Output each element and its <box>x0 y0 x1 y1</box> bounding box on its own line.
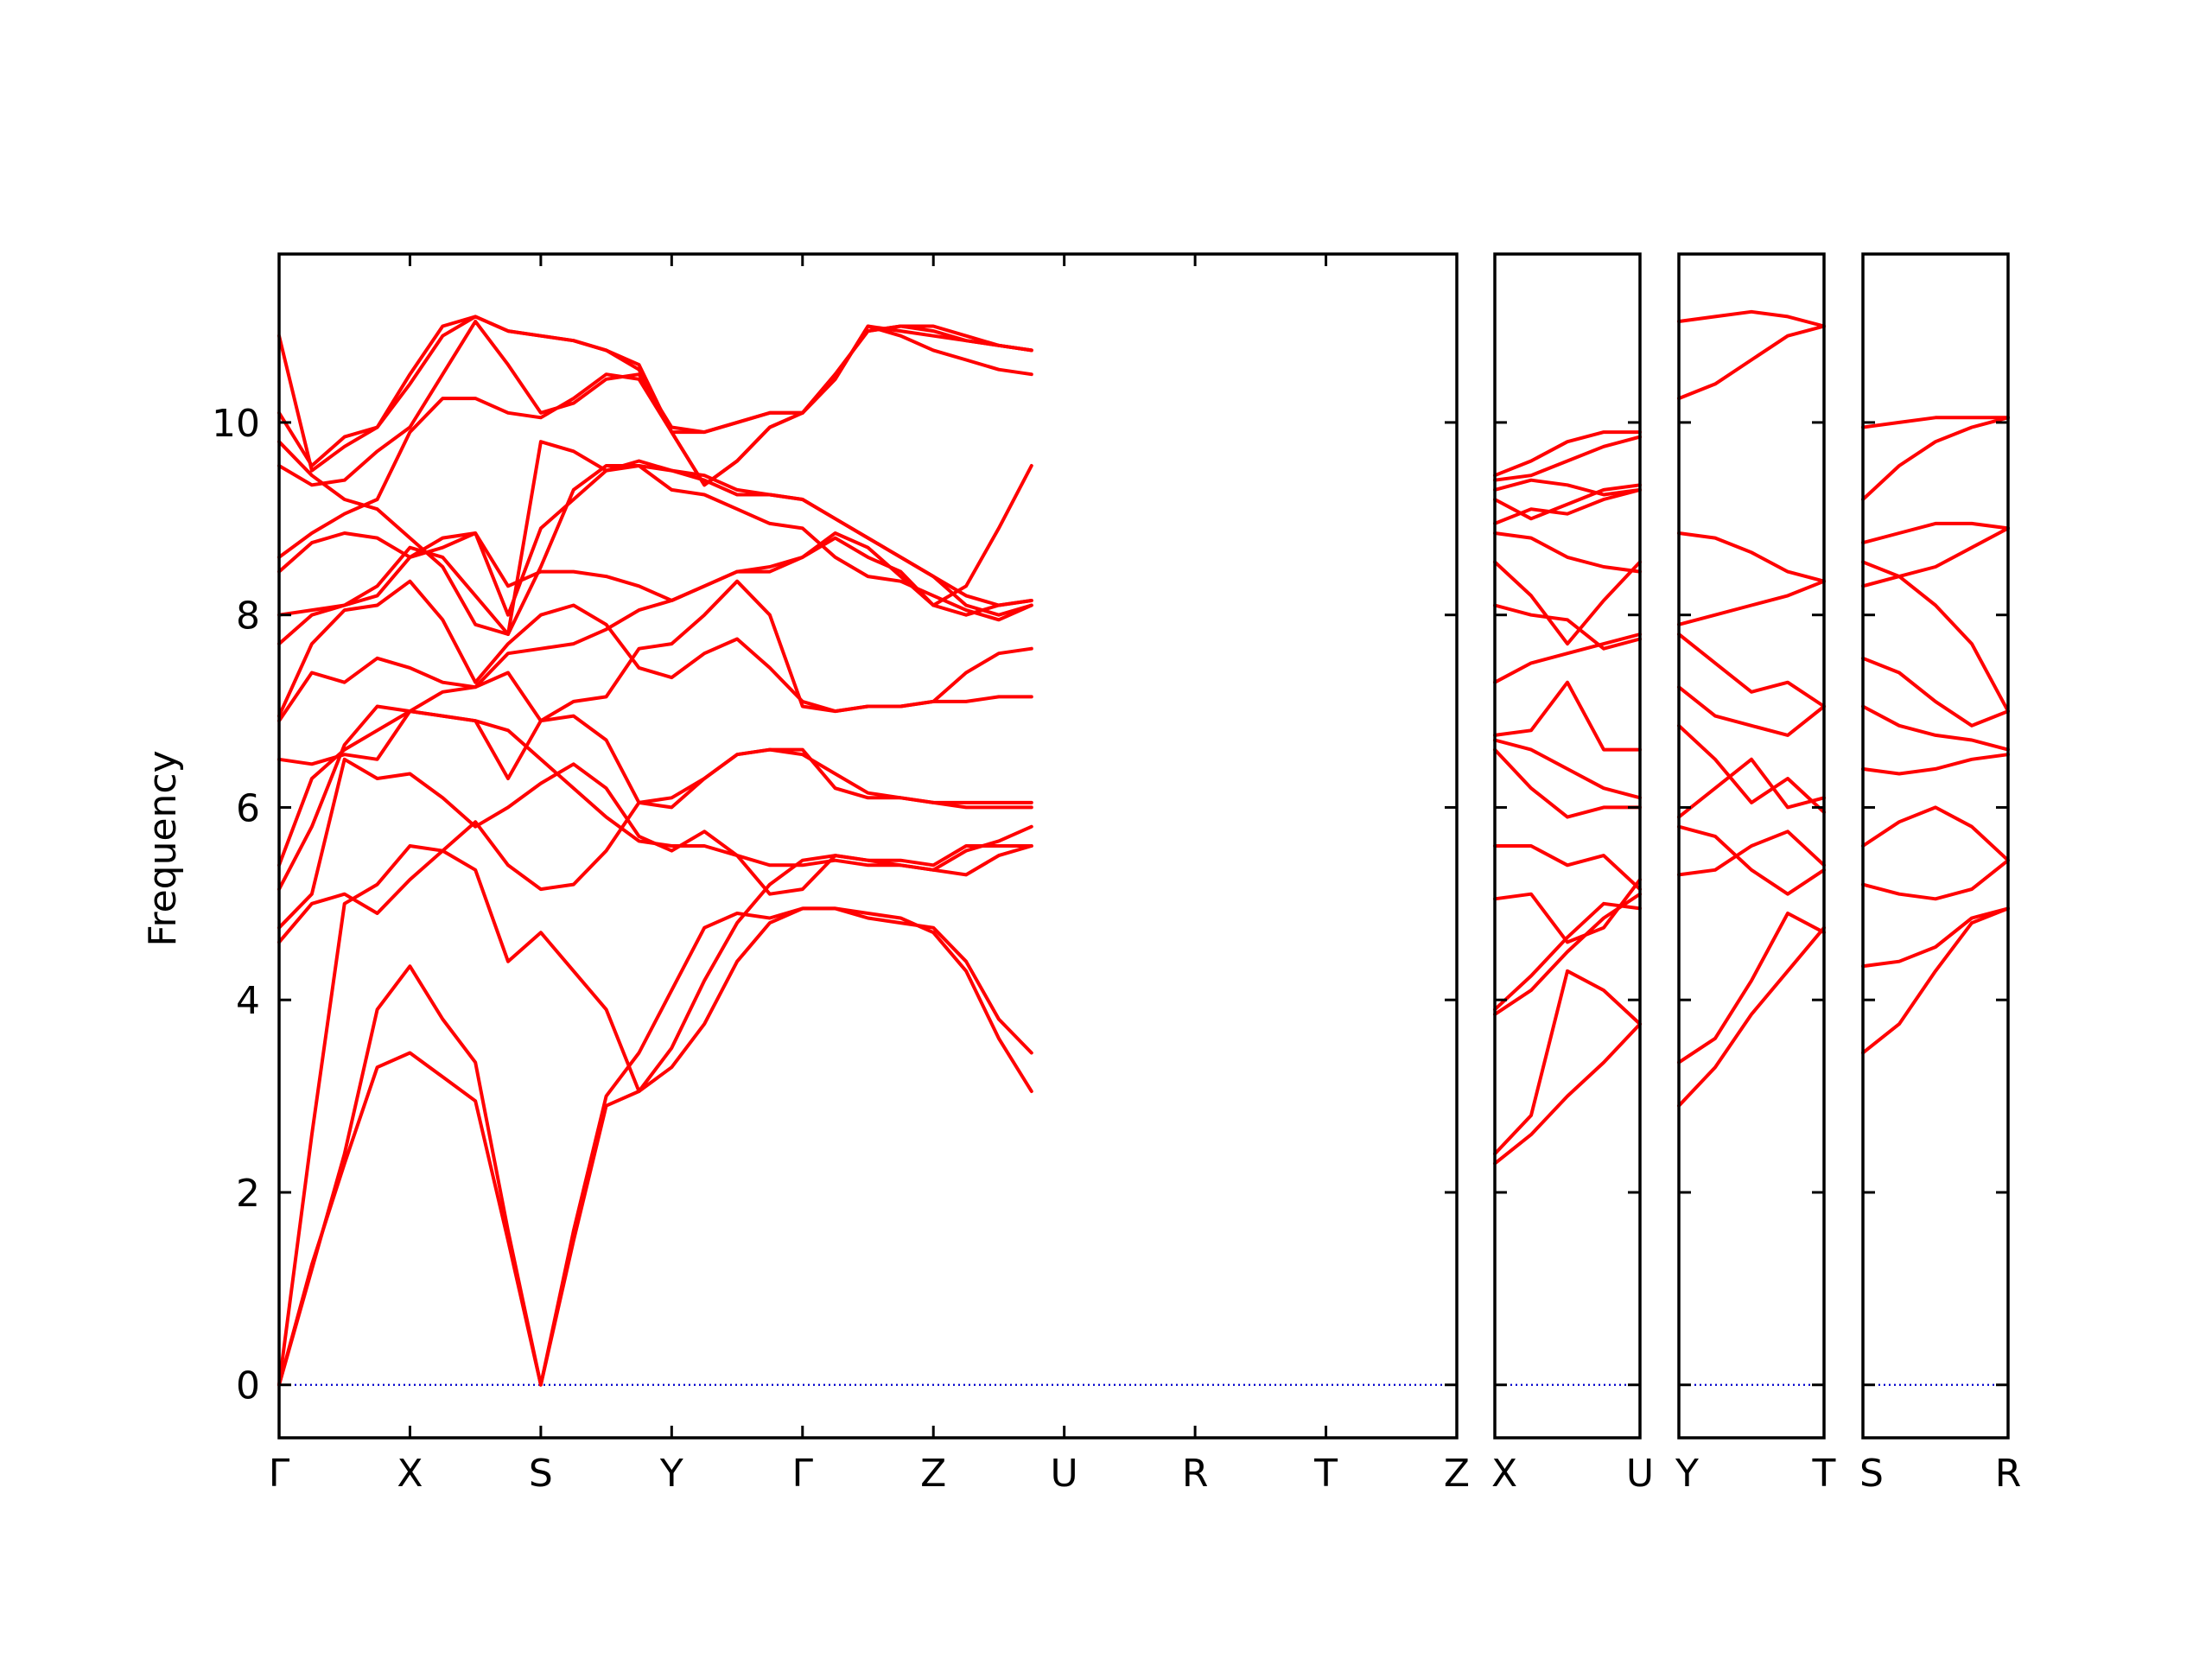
band-line-2-18 <box>1493 430 1642 478</box>
band-line-1-14 <box>277 324 1033 559</box>
band-line-1-10 <box>277 579 1033 718</box>
band-line-2-5 <box>1493 878 1642 944</box>
plot-frame <box>277 252 1459 1440</box>
band-line-2-14 <box>1493 487 1642 525</box>
y-tick-label: 0 <box>236 1364 260 1408</box>
band-line-3-8 <box>1677 632 1826 709</box>
x-tick-label: Z <box>920 1452 946 1496</box>
band-line-4-5 <box>1861 753 2010 776</box>
band-line-2-6 <box>1493 844 1642 892</box>
band-line-1-17 <box>277 315 1033 487</box>
y-axis-label: Frequency <box>141 750 185 946</box>
band-line-2-15 <box>1493 483 1642 521</box>
x-tick-label: T <box>1313 1452 1338 1496</box>
band-line-4-7 <box>1861 656 2010 728</box>
plot-frame <box>1677 252 1826 1440</box>
band-line-3-6 <box>1677 723 1826 814</box>
band-line-4-8 <box>1861 575 2010 714</box>
band-line-4-9 <box>1861 526 2010 579</box>
x-tick-label: S <box>1859 1452 1884 1496</box>
band-line-2-7 <box>1493 747 1642 819</box>
band-line-1-3 <box>277 824 1033 1387</box>
band-line-4-3 <box>1861 858 2010 901</box>
band-line-3-10 <box>1677 531 1826 583</box>
band-line-4-12 <box>1861 416 2010 429</box>
band-line-4-6 <box>1861 704 2010 752</box>
band-line-3-4 <box>1677 824 1826 896</box>
band-line-1-8 <box>277 579 1033 723</box>
band-line-2-13 <box>1493 531 1642 574</box>
band-line-4-4 <box>1861 805 2010 862</box>
band-line-2-8 <box>1493 738 1642 800</box>
x-tick-label: Y <box>659 1452 683 1496</box>
band-line-4-1 <box>1861 906 2010 1055</box>
x-tick-label: X <box>397 1452 423 1496</box>
band-line-4-2 <box>1861 906 2010 969</box>
band-line-1-7 <box>277 709 1033 877</box>
y-tick-label: 8 <box>236 594 260 639</box>
band-line-3-9 <box>1677 579 1826 626</box>
panel-1: 0 2 4 6 8 10 Γ X S Y Γ Z U R T Z <box>212 252 1470 1496</box>
band-line-2-1 <box>1493 1022 1642 1166</box>
band-line-1-18 <box>277 440 1033 636</box>
x-tick-label: X <box>1491 1452 1517 1496</box>
band-line-1-4 <box>277 747 1033 944</box>
band-line-2-16 <box>1493 478 1642 497</box>
band-line-2-3 <box>1493 892 1642 1016</box>
band-line-2-17 <box>1493 435 1642 482</box>
band-line-1-9 <box>277 536 1033 766</box>
x-tick-label: Γ <box>792 1452 814 1496</box>
x-tick-label: U <box>1051 1452 1078 1496</box>
band-line-2-11 <box>1493 603 1642 651</box>
band-line-2-12 <box>1493 560 1642 646</box>
x-tick-label: S <box>529 1452 553 1496</box>
band-line-3-1 <box>1677 925 1826 1108</box>
band-line-1-12 <box>277 464 1033 636</box>
band-line-1-6 <box>277 704 1033 892</box>
y-tick-label: 6 <box>236 786 260 830</box>
x-tick-label: Y <box>1675 1452 1699 1496</box>
band-line-1-1 <box>277 906 1033 1387</box>
band-line-2-4 <box>1493 901 1642 1012</box>
band-line-2-9 <box>1493 680 1642 752</box>
band-line-3-5 <box>1677 757 1826 819</box>
plot-frame <box>1493 252 1642 1440</box>
band-line-3-11 <box>1677 324 1826 401</box>
x-tick-label: T <box>1812 1452 1836 1496</box>
band-line-3-12 <box>1677 309 1826 328</box>
band-line-1-2 <box>277 906 1033 1387</box>
y-tick-label: 4 <box>236 979 260 1023</box>
plot-frame <box>1861 252 2010 1440</box>
x-tick-label: U <box>1626 1452 1654 1496</box>
x-tick-label: Γ <box>269 1452 290 1496</box>
band-line-3-2 <box>1677 912 1826 1065</box>
x-tick-label: Z <box>1444 1452 1470 1496</box>
band-line-4-11 <box>1861 416 2010 501</box>
x-tick-label: R <box>1182 1452 1209 1496</box>
band-line-3-7 <box>1677 685 1826 737</box>
y-tick-label: 10 <box>212 402 260 446</box>
band-line-3-3 <box>1677 830 1826 877</box>
x-tick-label: R <box>1995 1452 2022 1496</box>
band-line-1-11 <box>277 464 1033 646</box>
band-line-1-13 <box>277 459 1033 617</box>
band-line-2-2 <box>1493 969 1642 1156</box>
band-line-4-10 <box>1861 521 2010 545</box>
y-tick-label: 2 <box>236 1172 260 1216</box>
band-line-2-10 <box>1493 632 1642 684</box>
